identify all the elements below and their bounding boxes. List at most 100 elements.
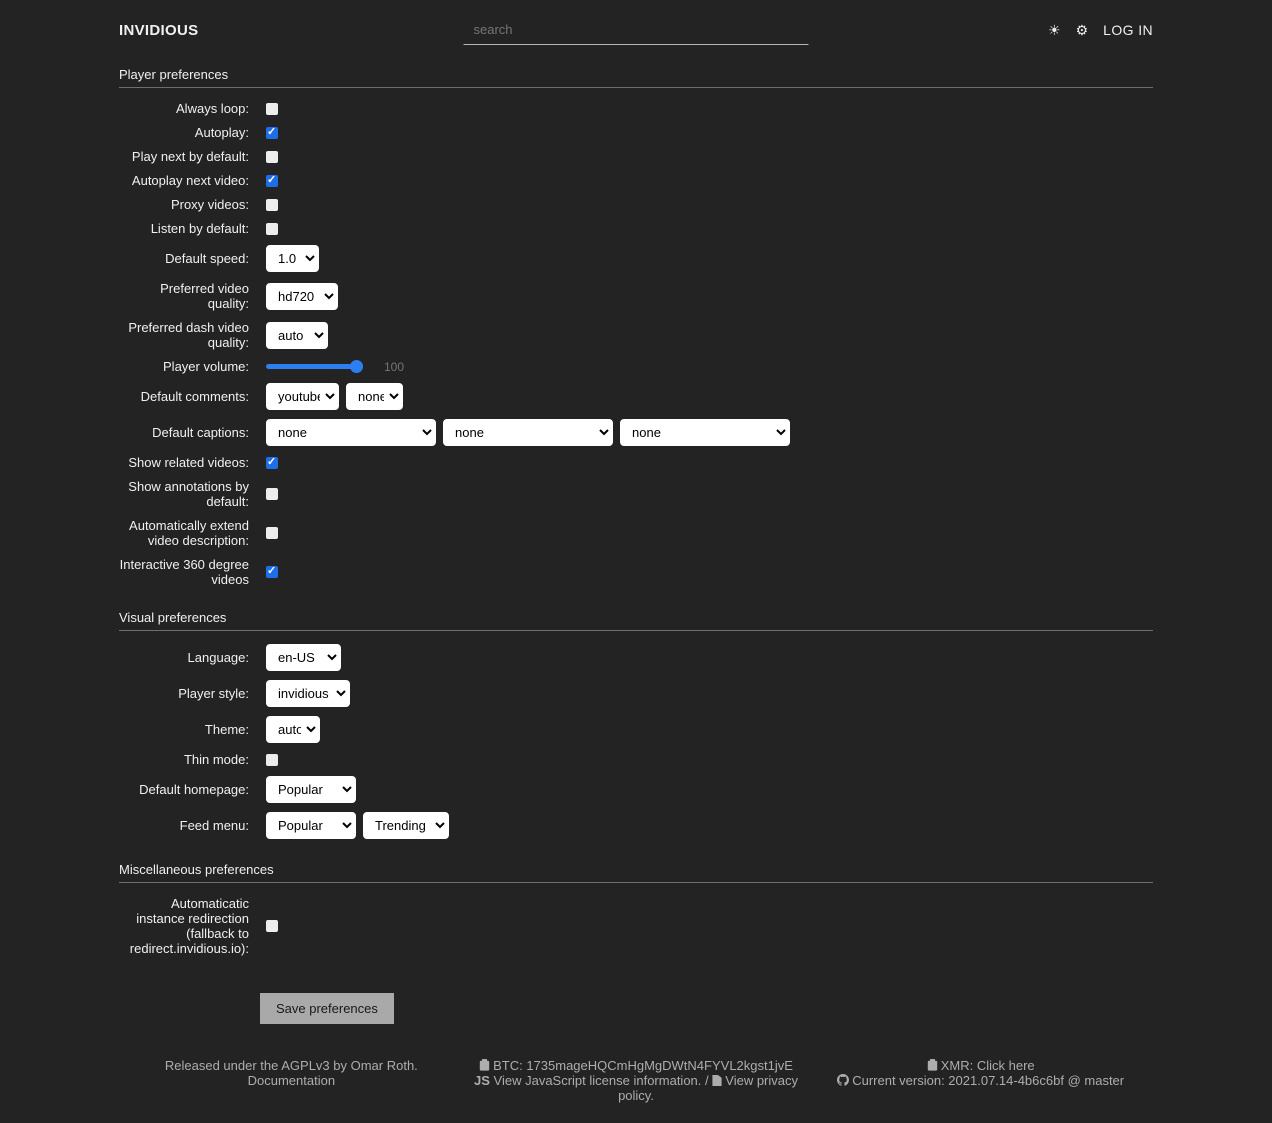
default-comments-select-2[interactable]: none (346, 383, 403, 410)
visual-preferences-heading: Visual preferences (119, 610, 1153, 631)
annotations-checkbox[interactable] (266, 488, 278, 500)
video-quality-select[interactable]: hd720 (266, 282, 338, 310)
annotations-row: Show annotations by default: (119, 479, 1153, 509)
annotations-label: Show annotations by default: (128, 479, 249, 509)
player-style-row: Player style: invidious (119, 680, 1153, 707)
thin-mode-label: Thin mode: (183, 752, 249, 767)
player-volume-row: Player volume: 100 (119, 359, 1153, 374)
default-captions-select-1[interactable]: none (266, 419, 436, 446)
feed-menu-select-1[interactable]: Popular (266, 812, 356, 839)
language-label: Language: (187, 650, 249, 665)
default-speed-row: Default speed: 1.0 (119, 245, 1153, 272)
autoplay-checkbox[interactable] (266, 125, 278, 139)
vr360-checkbox[interactable] (266, 564, 278, 578)
play-next-checkbox[interactable] (266, 150, 278, 163)
theme-select[interactable]: auto (266, 716, 320, 743)
xmr-link[interactable]: XMR: Click here (940, 1058, 1035, 1073)
dash-quality-label: Preferred dash video quality: (128, 320, 249, 350)
player-volume-label: Player volume: (163, 359, 249, 374)
save-preferences-button[interactable]: Save preferences (260, 993, 394, 1024)
autoplay-row: Autoplay: (119, 125, 1153, 140)
vr360-row: Interactive 360 degree videos (119, 557, 1153, 587)
default-comments-row: Default comments: youtube none (119, 383, 1153, 410)
dash-quality-row: Preferred dash video quality: auto (119, 320, 1153, 350)
dash-quality-select[interactable]: auto (266, 321, 328, 349)
theme-row: Theme: auto (119, 716, 1153, 743)
feed-menu-label: Feed menu: (179, 818, 249, 833)
vr360-label: Interactive 360 degree videos (119, 557, 249, 587)
player-volume-value: 100 (384, 359, 405, 374)
related-videos-checkbox[interactable] (266, 455, 278, 469)
theme-label: Theme: (204, 722, 249, 737)
autoplay-label: Autoplay: (194, 125, 249, 140)
footer-separator: / (705, 1073, 709, 1088)
js-license-link[interactable]: View JavaScript license information. (493, 1073, 702, 1088)
feed-menu-select-2[interactable]: Trending (363, 812, 449, 839)
default-captions-label: Default captions: (152, 425, 249, 440)
documentation-link[interactable]: Documentation (247, 1073, 336, 1088)
play-next-label: Play next by default: (131, 149, 249, 164)
header-actions: ☀ ⚙ LOG IN (1048, 22, 1153, 38)
autoplay-next-label: Autoplay next video: (131, 173, 249, 188)
login-link[interactable]: LOG IN (1103, 22, 1153, 38)
related-videos-label: Show related videos: (128, 455, 249, 470)
footer-donate-license-column: BTC: 1735mageHQCmHgMgDWtN4FYVL2kgst1jvE … (464, 1058, 809, 1103)
auto-redirect-checkbox[interactable] (266, 920, 278, 932)
always-loop-row: Always loop: (119, 101, 1153, 116)
homepage-label: Default homepage: (139, 782, 249, 797)
video-quality-row: Preferred video quality: hd720 (119, 281, 1153, 311)
listen-default-label: Listen by default: (150, 221, 249, 236)
proxy-videos-checkbox[interactable] (266, 198, 278, 211)
play-next-row: Play next by default: (119, 149, 1153, 164)
logo[interactable]: INVIDIOUS (119, 21, 199, 39)
default-speed-label: Default speed: (165, 251, 249, 266)
always-loop-label: Always loop: (176, 101, 249, 116)
clipboard-icon (927, 1059, 937, 1071)
player-volume-slider[interactable] (266, 364, 363, 369)
autoplay-next-row: Autoplay next video: (119, 173, 1153, 188)
btc-address: BTC: 1735mageHQCmHgMgDWtN4FYVL2kgst1jvE (493, 1058, 793, 1073)
preferences-page: Player preferences Always loop: Autoplay… (119, 67, 1153, 1123)
js-badge: JS (474, 1073, 490, 1088)
feed-menu-row: Feed menu: Popular Trending (119, 812, 1153, 839)
version-text: Current version: 2021.07.14-4b6c6bf @ ma… (852, 1073, 1125, 1088)
listen-default-checkbox[interactable] (266, 222, 278, 235)
thin-mode-checkbox[interactable] (266, 753, 278, 766)
autoplay-next-checkbox[interactable] (266, 173, 278, 187)
homepage-row: Default homepage: Popular (119, 776, 1153, 803)
player-style-label: Player style: (178, 686, 249, 701)
language-select[interactable]: en-US (266, 644, 341, 671)
auto-redirect-row: Automaticatic instance redirection (fall… (119, 896, 1153, 956)
extend-description-row: Automatically extend video description: (119, 518, 1153, 548)
misc-preferences-heading: Miscellaneous preferences (119, 862, 1153, 883)
top-bar: INVIDIOUS ☀ ⚙ LOG IN (0, 0, 1272, 45)
listen-default-row: Listen by default: (119, 221, 1153, 236)
language-row: Language: en-US (119, 644, 1153, 671)
default-comments-select-1[interactable]: youtube (266, 383, 339, 410)
player-preferences-heading: Player preferences (119, 67, 1153, 88)
player-style-select[interactable]: invidious (266, 680, 350, 707)
footer-version-column: XMR: Click here Current version: 2021.07… (808, 1058, 1153, 1103)
footer: Released under the AGPLv3 by Omar Roth. … (119, 1058, 1153, 1123)
license-text: Released under the AGPLv3 by Omar Roth. (164, 1058, 418, 1073)
clipboard-icon (479, 1059, 490, 1071)
default-speed-select[interactable]: 1.0 (266, 245, 319, 272)
extend-description-checkbox[interactable] (266, 527, 278, 539)
github-icon (837, 1074, 850, 1086)
light-theme-toggle-sun-icon[interactable]: ☀ (1048, 22, 1061, 38)
default-captions-select-2[interactable]: none (443, 419, 613, 446)
default-comments-label: Default comments: (140, 389, 249, 404)
footer-license-column: Released under the AGPLv3 by Omar Roth. … (119, 1058, 464, 1103)
extend-description-label: Automatically extend video description: (129, 518, 249, 548)
always-loop-checkbox[interactable] (266, 102, 278, 115)
default-captions-select-3[interactable]: none (620, 419, 790, 446)
default-captions-row: Default captions: none none none (119, 419, 1153, 446)
proxy-videos-row: Proxy videos: (119, 197, 1153, 212)
related-videos-row: Show related videos: (119, 455, 1153, 470)
homepage-select[interactable]: Popular (266, 776, 356, 803)
thin-mode-row: Thin mode: (119, 752, 1153, 767)
preferences-gear-icon[interactable]: ⚙ (1075, 22, 1089, 38)
document-icon (712, 1075, 722, 1086)
search-input[interactable] (463, 15, 809, 45)
video-quality-label: Preferred video quality: (160, 281, 249, 311)
